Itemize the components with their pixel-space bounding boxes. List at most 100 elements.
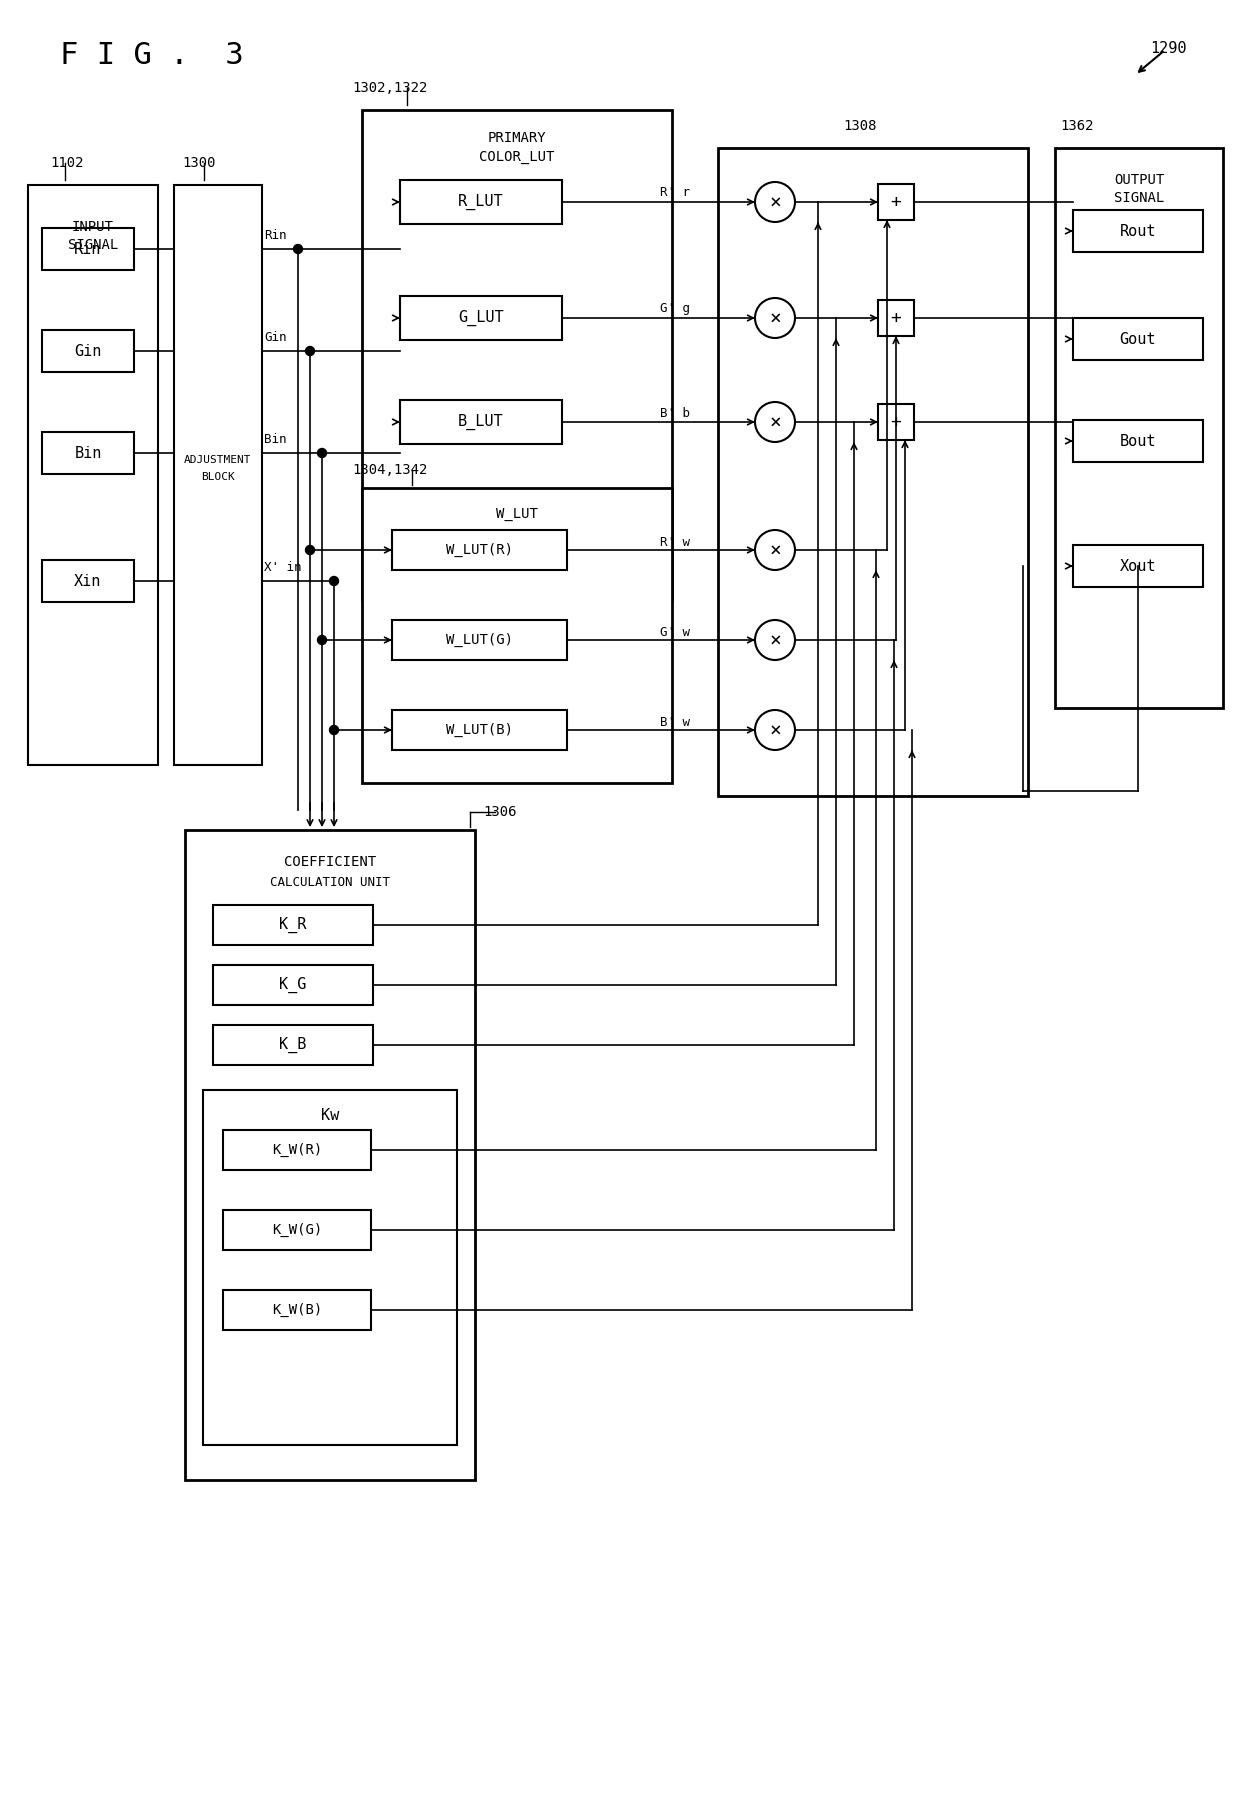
Text: 1308: 1308: [843, 119, 877, 134]
Text: Gout: Gout: [1120, 331, 1156, 347]
Text: Gin: Gin: [74, 343, 102, 358]
Bar: [392, 529, 567, 569]
Text: COLOR_LUT: COLOR_LUT: [480, 150, 554, 164]
Circle shape: [755, 401, 795, 443]
Text: ×: ×: [769, 721, 781, 739]
Text: K_W(G): K_W(G): [272, 1223, 322, 1238]
Bar: [29, 184, 157, 764]
Text: 1306: 1306: [484, 804, 517, 819]
Text: CALCULATION UNIT: CALCULATION UNIT: [270, 876, 391, 889]
Text: K_G: K_G: [279, 978, 306, 994]
Bar: [362, 488, 672, 782]
Text: Xout: Xout: [1120, 558, 1156, 573]
Text: 1290: 1290: [1149, 40, 1187, 56]
Bar: [42, 432, 134, 473]
Bar: [878, 405, 914, 439]
Text: 1102: 1102: [50, 155, 83, 170]
Text: K_W(B): K_W(B): [272, 1303, 322, 1317]
Text: +: +: [890, 193, 901, 211]
Bar: [1073, 546, 1203, 587]
Text: Rout: Rout: [1120, 224, 1156, 239]
Text: PRIMARY: PRIMARY: [487, 130, 547, 145]
Text: ×: ×: [769, 193, 781, 211]
Text: K_R: K_R: [279, 916, 306, 932]
Text: Rin: Rin: [74, 242, 102, 257]
Bar: [185, 829, 475, 1480]
Text: 1302,1322: 1302,1322: [352, 81, 428, 96]
Text: W_LUT(B): W_LUT(B): [446, 723, 513, 737]
Bar: [1073, 419, 1203, 463]
Text: R_LUT: R_LUT: [459, 193, 503, 210]
Text: G' g: G' g: [660, 302, 689, 314]
Text: X' in: X' in: [264, 560, 301, 573]
Bar: [42, 331, 134, 372]
Text: Kw: Kw: [321, 1108, 339, 1124]
Circle shape: [305, 546, 315, 555]
Circle shape: [317, 448, 326, 457]
Circle shape: [330, 725, 339, 734]
Bar: [223, 1211, 371, 1250]
Circle shape: [755, 710, 795, 750]
Bar: [1073, 318, 1203, 360]
Bar: [362, 110, 672, 600]
Text: R' w: R' w: [660, 535, 689, 549]
Bar: [392, 710, 567, 750]
Text: K_B: K_B: [279, 1037, 306, 1053]
Bar: [878, 300, 914, 336]
Text: F I G .  3: F I G . 3: [60, 40, 244, 69]
Bar: [878, 184, 914, 220]
Text: G_LUT: G_LUT: [459, 309, 503, 325]
Circle shape: [755, 298, 795, 338]
Bar: [203, 1090, 458, 1446]
Text: W_LUT(G): W_LUT(G): [446, 632, 513, 647]
Text: OUTPUT: OUTPUT: [1114, 173, 1164, 186]
Text: ×: ×: [769, 309, 781, 327]
Text: Bout: Bout: [1120, 434, 1156, 448]
Text: G' w: G' w: [660, 625, 689, 638]
Bar: [401, 399, 562, 445]
Text: W_LUT: W_LUT: [496, 508, 538, 520]
Text: +: +: [890, 309, 901, 327]
Bar: [401, 296, 562, 340]
Text: COEFFICIENT: COEFFICIENT: [284, 855, 376, 869]
Text: Bin: Bin: [264, 432, 286, 446]
Text: K_W(R): K_W(R): [272, 1144, 322, 1156]
Text: R' r: R' r: [660, 186, 689, 199]
Bar: [174, 184, 262, 764]
Text: Xin: Xin: [74, 573, 102, 589]
Bar: [213, 1025, 373, 1064]
Text: SIGNAL: SIGNAL: [68, 239, 118, 251]
Text: 1300: 1300: [182, 155, 216, 170]
Text: 1304,1342: 1304,1342: [352, 463, 428, 477]
Text: 1362: 1362: [1060, 119, 1094, 134]
Bar: [1073, 210, 1203, 251]
Bar: [213, 905, 373, 945]
Bar: [401, 181, 562, 224]
Text: B' w: B' w: [660, 716, 689, 728]
Text: B_LUT: B_LUT: [459, 414, 503, 430]
Text: ×: ×: [769, 631, 781, 649]
Text: BLOCK: BLOCK: [201, 472, 234, 482]
Circle shape: [755, 529, 795, 569]
Text: +: +: [890, 414, 901, 432]
Text: SIGNAL: SIGNAL: [1114, 192, 1164, 204]
Text: INPUT: INPUT: [72, 220, 114, 233]
Circle shape: [755, 620, 795, 660]
Circle shape: [305, 347, 315, 356]
Text: Bin: Bin: [74, 446, 102, 461]
Text: B' b: B' b: [660, 407, 689, 419]
Bar: [223, 1290, 371, 1330]
Circle shape: [317, 636, 326, 645]
Bar: [42, 228, 134, 269]
Text: ×: ×: [769, 412, 781, 432]
Bar: [213, 965, 373, 1005]
Circle shape: [330, 576, 339, 585]
Text: W_LUT(R): W_LUT(R): [446, 542, 513, 557]
Bar: [718, 148, 1028, 797]
Text: ×: ×: [769, 540, 781, 560]
Text: ADJUSTMENT: ADJUSTMENT: [185, 455, 252, 464]
Bar: [223, 1129, 371, 1169]
Bar: [1055, 148, 1223, 708]
Circle shape: [755, 183, 795, 222]
Text: Rin: Rin: [264, 228, 286, 242]
